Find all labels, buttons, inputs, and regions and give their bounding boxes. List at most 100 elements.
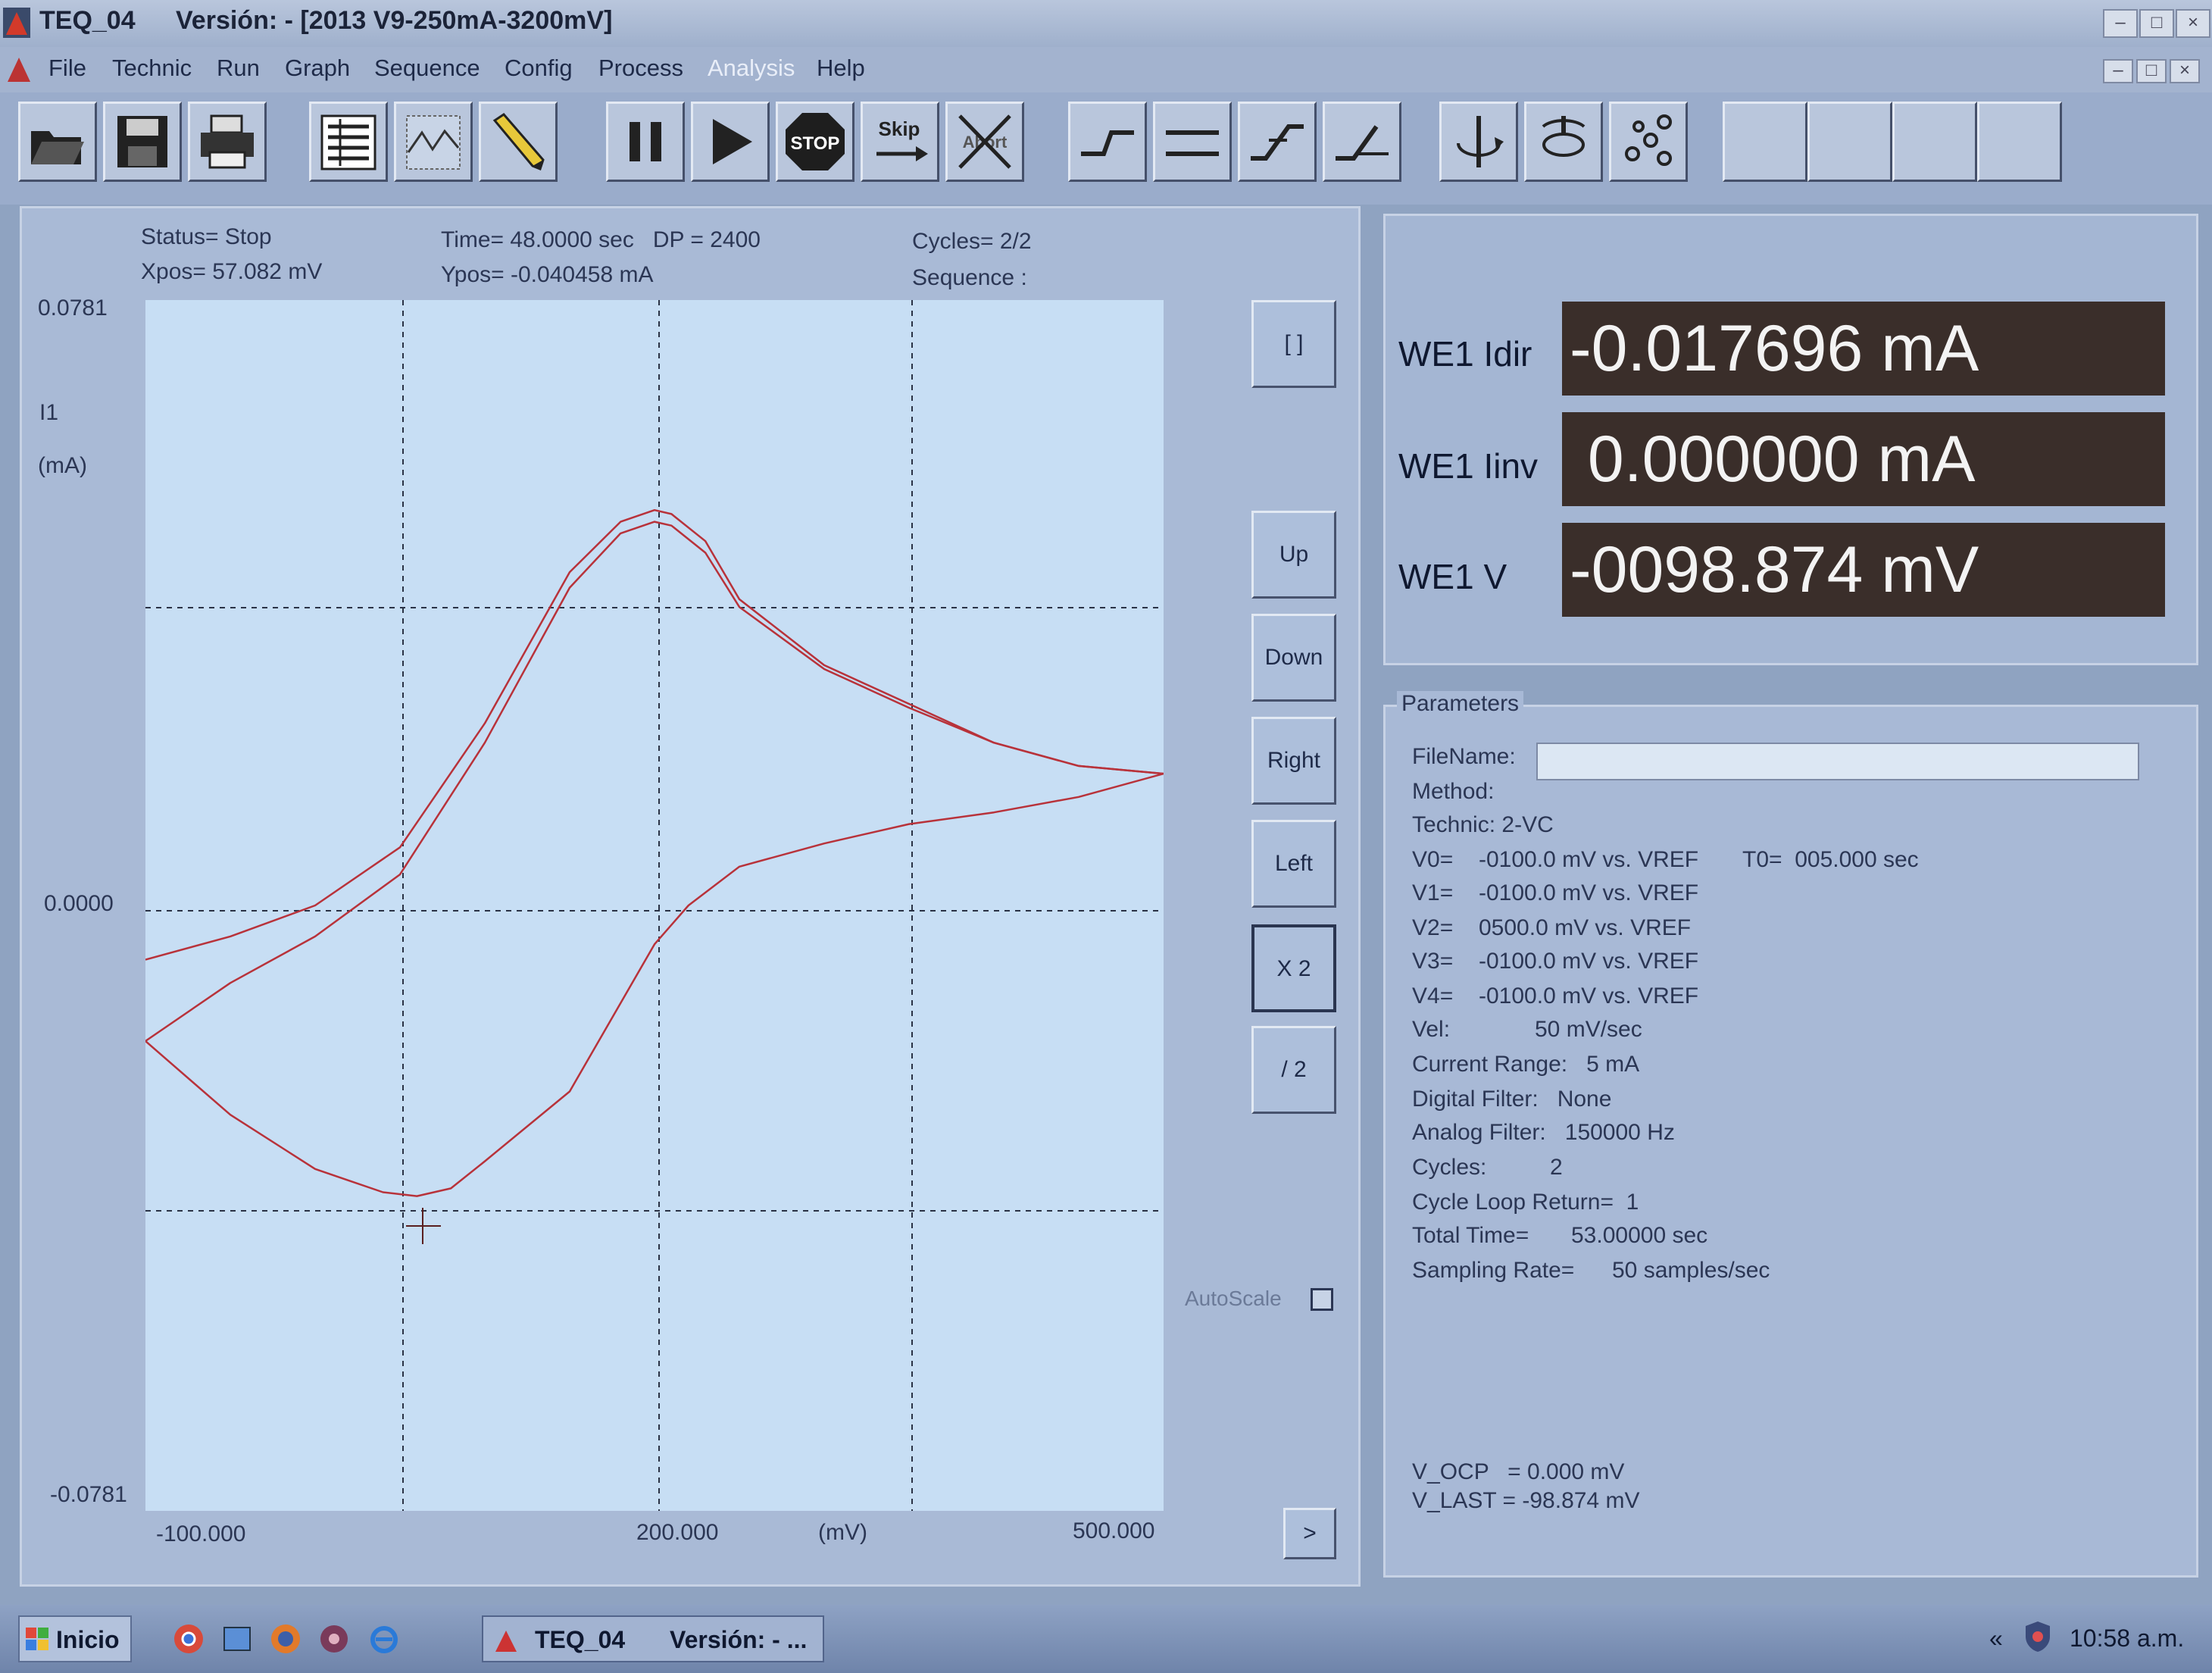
blank-button-4[interactable] — [1977, 102, 2062, 182]
digital-filter-text: Digital Filter: None — [1412, 1087, 1612, 1112]
cv-trace-1 — [145, 508, 1164, 961]
vel-value: 50 mV/sec — [1535, 1017, 1642, 1042]
save-icon — [117, 116, 167, 167]
vel-label: Vel: — [1412, 1017, 1451, 1042]
graph-view-button[interactable] — [394, 102, 473, 182]
app-icon — [495, 1631, 517, 1652]
stop-button[interactable]: STOP — [776, 102, 854, 182]
start-button[interactable]: Inicio — [18, 1615, 132, 1662]
taskbar-app-teq04[interactable]: TEQ_04 Versión: - ... — [482, 1615, 824, 1662]
autoscale-label: AutoScale — [1185, 1287, 1282, 1310]
xpos-text: Xpos= 57.082 mV — [141, 259, 323, 284]
x-axis-unit: (mV) — [818, 1520, 867, 1545]
play-icon — [713, 119, 752, 164]
save-button[interactable] — [103, 102, 182, 182]
print-icon — [201, 114, 254, 169]
y-axis-zero-label: 0.0000 — [44, 891, 114, 916]
v3-value: -0100.0 mV vs. VREF — [1479, 949, 1699, 974]
readout-label-idir: WE1 Idir — [1398, 334, 1532, 374]
next-page-button[interactable]: > — [1283, 1508, 1336, 1559]
maximize-button[interactable]: □ — [2139, 9, 2174, 38]
menu-analysis[interactable]: Analysis — [708, 55, 795, 81]
sampling-rate-value: 50 samples/sec — [1612, 1258, 1770, 1283]
pan-up-button[interactable]: Up — [1251, 511, 1336, 599]
cycles-label: Cycles: — [1412, 1155, 1487, 1180]
step-up-button[interactable] — [1068, 102, 1147, 182]
y-axis-min-label: -0.0781 — [50, 1482, 127, 1507]
ypos-text: Ypos= -0.040458 mA — [441, 262, 654, 287]
parameters-panel — [1383, 705, 2198, 1578]
doc-restore-button[interactable]: □ — [2136, 59, 2167, 83]
menu-process[interactable]: Process — [598, 55, 683, 81]
crosshair-cursor — [406, 1208, 441, 1244]
method-label: Method: — [1412, 779, 1495, 804]
flat-icon — [1166, 130, 1219, 156]
zoom-out-div2-button[interactable]: / 2 — [1251, 1026, 1336, 1114]
v4-label: V4= — [1412, 983, 1454, 1008]
shield-icon[interactable] — [2023, 1620, 2053, 1653]
pencil-button[interactable] — [479, 102, 558, 182]
electrode-button[interactable] — [1439, 102, 1518, 182]
close-button[interactable]: × — [2176, 9, 2210, 38]
tray-expand-chevron[interactable]: « — [1989, 1625, 2003, 1652]
open-button[interactable] — [18, 102, 97, 182]
taskbar-app-version: Versión: - ... — [670, 1626, 808, 1653]
toolbar: STOP Skip Abort — [0, 92, 2212, 205]
blank-button-1[interactable] — [1723, 102, 1807, 182]
menu-help[interactable]: Help — [817, 55, 865, 81]
pause-button[interactable] — [606, 102, 685, 182]
start-label: Inicio — [56, 1626, 120, 1653]
menu-sequence[interactable]: Sequence — [374, 55, 480, 81]
filename-field[interactable] — [1536, 743, 2139, 780]
menu-graph[interactable]: Graph — [285, 55, 351, 81]
v3-label: V3= — [1412, 949, 1454, 974]
doc-minimize-button[interactable]: – — [2103, 59, 2133, 83]
list-view-icon — [320, 114, 376, 170]
abort-button[interactable]: Abort — [945, 102, 1024, 182]
skip-button[interactable]: Skip — [861, 102, 939, 182]
minimize-button[interactable]: – — [2103, 9, 2138, 38]
rotate-button[interactable] — [1524, 102, 1603, 182]
doc-close-button[interactable]: × — [2170, 59, 2200, 83]
menu-technic[interactable]: Technic — [112, 55, 192, 81]
print-button[interactable] — [188, 102, 267, 182]
current-range-text: Current Range: 5 mA — [1412, 1052, 1640, 1077]
flat-button[interactable] — [1153, 102, 1232, 182]
y-axis-name: I1 — [39, 400, 59, 425]
pan-right-button[interactable]: Right — [1251, 717, 1336, 805]
chrome-icon[interactable] — [173, 1623, 205, 1655]
x-axis-mid-label: 200.000 — [636, 1520, 719, 1545]
readout-label-iinv: WE1 Iinv — [1398, 446, 1539, 486]
explorer-icon[interactable] — [221, 1623, 253, 1655]
pan-down-button[interactable]: Down — [1251, 614, 1336, 702]
menu-file[interactable]: File — [48, 55, 86, 81]
zoom-box-button[interactable]: [ ] — [1251, 300, 1336, 388]
menu-config[interactable]: Config — [505, 55, 573, 81]
cycle-loop-text: Cycle Loop Return= 1 — [1412, 1190, 1639, 1215]
list-view-button[interactable] — [309, 102, 388, 182]
v0-label: V0= — [1412, 847, 1454, 872]
ramp-button[interactable] — [1238, 102, 1317, 182]
network-button[interactable] — [1609, 102, 1688, 182]
cv-plot-area[interactable] — [145, 300, 1164, 1511]
t0-text: T0= 005.000 sec — [1742, 847, 1919, 872]
total-time-label: Total Time= — [1412, 1223, 1529, 1248]
firefox-icon[interactable] — [270, 1623, 301, 1655]
time-text: Time= 48.0000 sec DP = 2400 — [441, 227, 761, 252]
autoscale-checkbox[interactable] — [1311, 1288, 1333, 1311]
ramp-down-button[interactable] — [1323, 102, 1401, 182]
zoom-in-x2-button[interactable]: X 2 — [1251, 924, 1336, 1012]
sampling-rate-label: Sampling Rate= — [1412, 1258, 1575, 1283]
filename-label: FileName: — [1412, 744, 1516, 769]
pan-left-button[interactable]: Left — [1251, 820, 1336, 908]
menu-run[interactable]: Run — [217, 55, 260, 81]
taskbar: Inicio TEQ_04 Versión: - ... « 10:58 a.m… — [0, 1605, 2212, 1673]
windows-logo-icon — [26, 1628, 48, 1650]
open-icon — [31, 131, 84, 164]
blank-button-3[interactable] — [1892, 102, 1977, 182]
app-icon — [3, 8, 30, 38]
blank-button-2[interactable] — [1807, 102, 1892, 182]
ie-icon[interactable] — [368, 1623, 400, 1655]
play-button[interactable] — [691, 102, 770, 182]
media-icon[interactable] — [318, 1623, 350, 1655]
